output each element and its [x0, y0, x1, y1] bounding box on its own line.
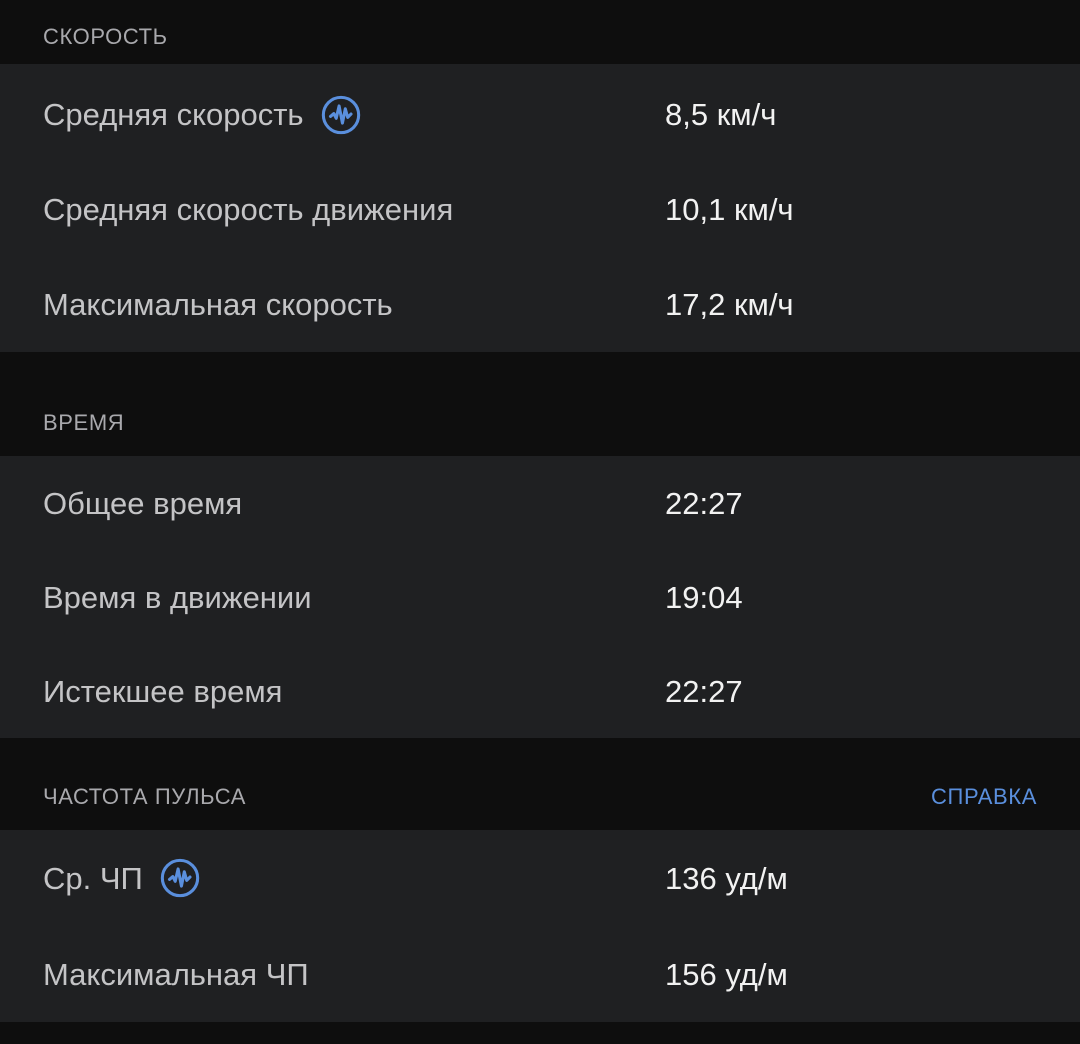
next-section-band	[0, 1022, 1080, 1044]
stat-label: Ср. ЧП	[43, 860, 143, 896]
stat-label: Максимальная скорость	[43, 287, 393, 322]
stat-value: 22:27	[665, 485, 743, 521]
stat-value: 22:27	[665, 673, 743, 709]
stat-label: Истекшее время	[43, 673, 283, 709]
section-header-heart-rate: ЧАСТОТА ПУЛЬСА СПРАВКА	[0, 738, 1080, 830]
stat-value: 136 уд/м	[665, 860, 788, 896]
heart-rate-card: Ср. ЧП 136 уд/м Максимальная ЧП 156 уд/м	[0, 830, 1080, 1022]
stat-label: Средняя скорость движения	[43, 192, 454, 227]
stat-value: 10,1 км/ч	[665, 192, 794, 227]
stat-row-avg-moving-speed: Средняя скорость движения 10,1 км/ч	[0, 162, 1080, 257]
stat-label: Средняя скорость	[43, 97, 304, 132]
stat-label: Общее время	[43, 485, 243, 521]
stat-row-avg-speed: Средняя скорость 8,5 км/ч	[0, 67, 1080, 162]
stat-row-max-speed: Максимальная скорость 17,2 км/ч	[0, 257, 1080, 352]
pulse-waveform-icon[interactable]	[159, 857, 201, 899]
stat-row-elapsed-time: Истекшее время 22:27	[0, 644, 1080, 738]
stat-label: Время в движении	[43, 579, 312, 615]
stat-value: 17,2 км/ч	[665, 287, 794, 322]
stat-label: Максимальная ЧП	[43, 956, 309, 992]
stat-row-moving-time: Время в движении 19:04	[0, 550, 1080, 644]
time-card: Общее время 22:27 Время в движении 19:04…	[0, 456, 1080, 738]
stat-row-total-time: Общее время 22:27	[0, 456, 1080, 550]
stat-value: 19:04	[665, 579, 743, 615]
stat-value: 156 уд/м	[665, 956, 788, 992]
section-header-speed: СКОРОСТЬ	[0, 0, 1080, 64]
speed-card: Средняя скорость 8,5 км/ч Средняя скорос…	[0, 64, 1080, 352]
pulse-waveform-icon[interactable]	[320, 94, 362, 136]
section-title: ВРЕМЯ	[43, 410, 125, 435]
stat-row-avg-hr: Ср. ЧП 136 уд/м	[0, 830, 1080, 926]
help-link[interactable]: СПРАВКА	[931, 784, 1037, 809]
stat-row-max-hr: Максимальная ЧП 156 уд/м	[0, 926, 1080, 1022]
stat-value: 8,5 км/ч	[665, 97, 777, 132]
section-title: СКОРОСТЬ	[43, 24, 168, 49]
section-title: ЧАСТОТА ПУЛЬСА	[43, 784, 246, 809]
section-header-time: ВРЕМЯ	[0, 352, 1080, 456]
